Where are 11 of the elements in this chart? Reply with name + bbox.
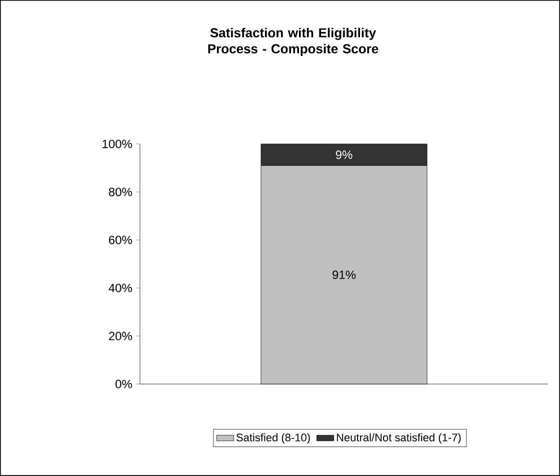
y-tick-label: 20% [108, 332, 132, 340]
y-tick-label: 40% [108, 284, 132, 292]
y-tick-label: 0% [116, 380, 132, 388]
data-label: 9% [336, 150, 352, 159]
legend-label: Satisfied (8-10) [236, 433, 310, 444]
legend-label: Neutral/Not satisfied (1-7) [336, 433, 461, 444]
data-label: 91% [332, 270, 356, 280]
y-tick-label: 80% [108, 188, 132, 196]
chart-title: Satisfaction with Eligibility Process - Composite Score [208, 28, 378, 56]
y-tick-label: 100% [102, 140, 132, 148]
y-tick-label: 60% [109, 236, 132, 244]
